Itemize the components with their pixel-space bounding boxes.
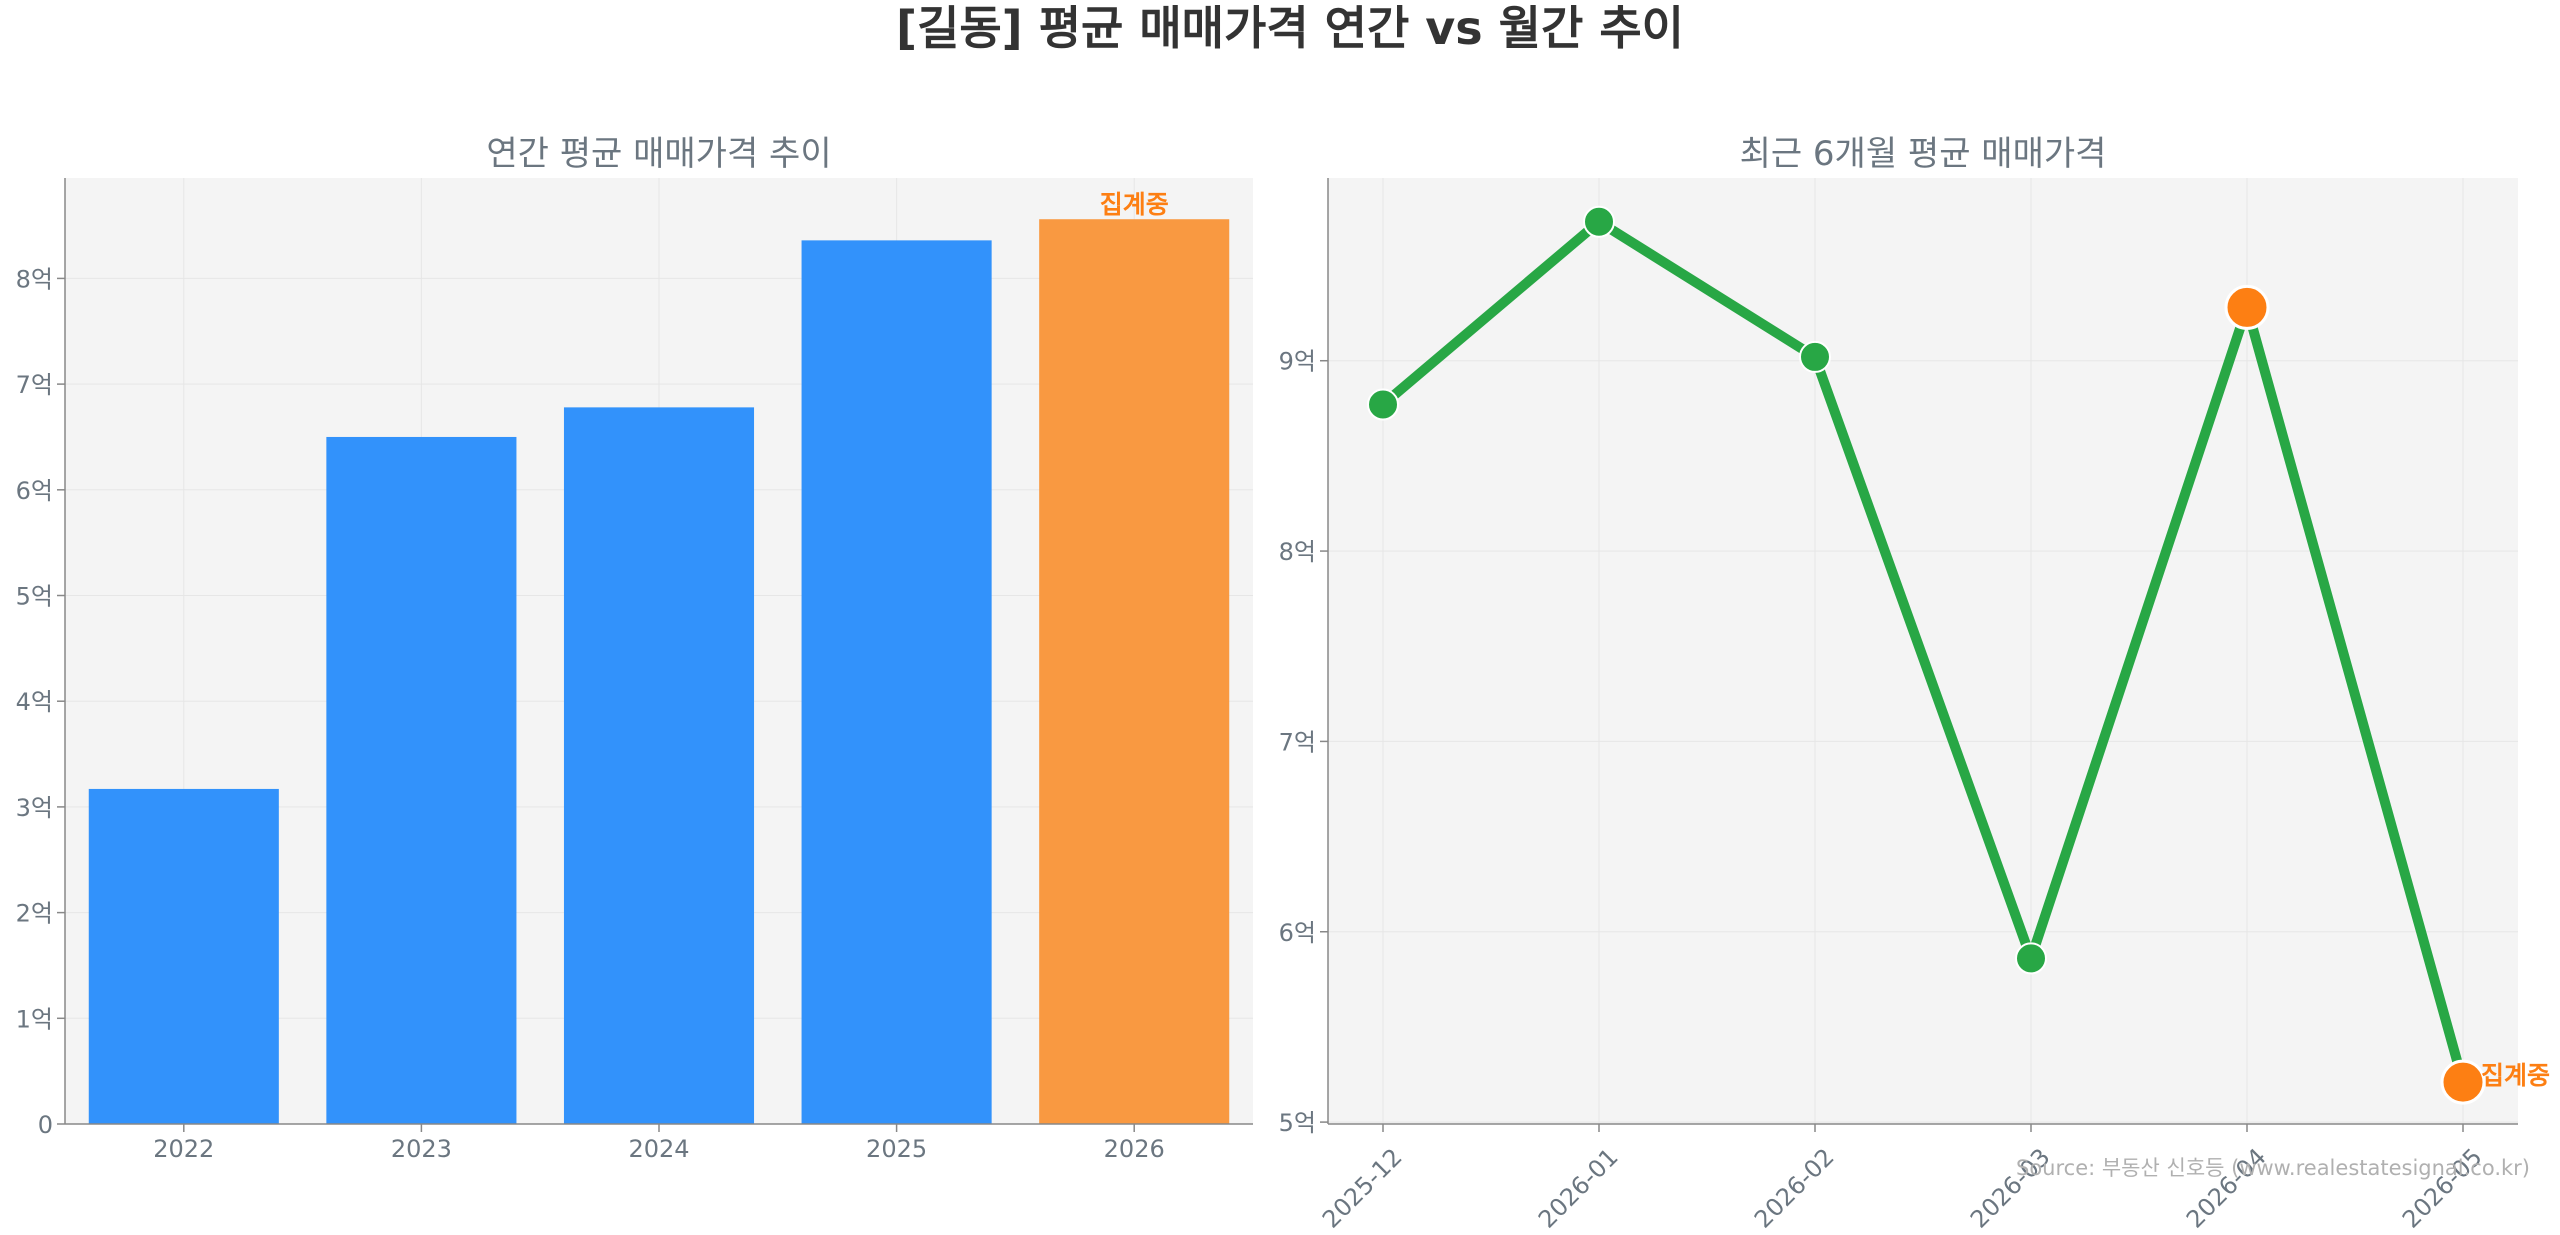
annual-x-tick-label: 2022 [153, 1135, 214, 1163]
figure-title: [길동] 평균 매매가격 연간 vs 월간 추이 [896, 1, 1684, 55]
annual-y-tick-label: 3억 [16, 794, 53, 822]
annual-y-tick-label: 5억 [16, 583, 53, 611]
annual-bar-2025 [801, 240, 992, 1125]
monthly-x-tick-label: 2025-12 [1317, 1143, 1408, 1234]
monthly-point-2025-12 [1367, 388, 1399, 421]
annual-bars: 집계중 [88, 190, 1230, 1125]
monthly-partial-label: 집계중 [2481, 1061, 2550, 1090]
monthly-price-line [1379, 215, 2468, 1084]
monthly-y-tick-label: 8억 [1279, 538, 1316, 566]
monthly-x-tick-label: 2026-01 [1533, 1143, 1624, 1234]
monthly-point-2026-05 [2440, 1059, 2486, 1105]
annual-bar-2024 [563, 407, 755, 1124]
monthly-chart-title: 최근 6개월 평균 매매가격 [1740, 134, 2107, 174]
source-text: Source: 부동산 신호등 (www.realestatesignal.co… [2016, 1156, 2530, 1180]
annual-x-tick-label: 2026 [1104, 1135, 1165, 1163]
monthly-y-tick-label: 7억 [1279, 728, 1316, 756]
annual-bar-2023 [326, 436, 517, 1124]
annual-y-tick-label: 1억 [16, 1005, 53, 1033]
annual-y-tick-label: 2억 [16, 900, 53, 928]
annual-y-tick-label: 6억 [16, 477, 53, 505]
annual-y-tick-label: 7억 [16, 371, 53, 399]
annual-x-ticks: 2022 2023 2024 2025 2026 [153, 1124, 1165, 1163]
monthly-series: 집계중 [1367, 205, 2550, 1105]
annual-bar-2022 [88, 788, 279, 1124]
monthly-point-2026-03 [2015, 942, 2047, 975]
annual-x-tick-label: 2023 [391, 1135, 452, 1163]
annual-x-tick-label: 2024 [628, 1135, 689, 1163]
monthly-point-2026-01 [1583, 205, 1615, 238]
annual-y-tick-label: 4억 [16, 688, 53, 716]
monthly-y-tick-label: 5억 [1279, 1109, 1316, 1137]
annual-y-tick-label: 0 [38, 1111, 53, 1139]
annual-y-ticks: 0 1억 2억 3억 4억 5억 6억 7억 8억 [16, 265, 65, 1139]
annual-bar-2026 [1039, 219, 1230, 1124]
annual-partial-label: 집계중 [1100, 190, 1169, 219]
annual-chart-title: 연간 평균 매매가격 추이 [486, 134, 831, 174]
monthly-x-tick-label: 2026-02 [1749, 1143, 1840, 1234]
monthly-y-tick-label: 9억 [1279, 348, 1316, 376]
annual-y-tick-label: 8억 [16, 265, 53, 293]
monthly-point-2026-04 [2224, 284, 2270, 330]
monthly-grid [1328, 178, 2518, 1124]
monthly-y-tick-label: 6억 [1279, 919, 1316, 947]
annual-x-tick-label: 2025 [866, 1135, 927, 1163]
monthly-point-2026-02 [1799, 340, 1831, 373]
monthly-y-ticks: 5억 6억 7억 8억 9억 [1279, 348, 1328, 1137]
